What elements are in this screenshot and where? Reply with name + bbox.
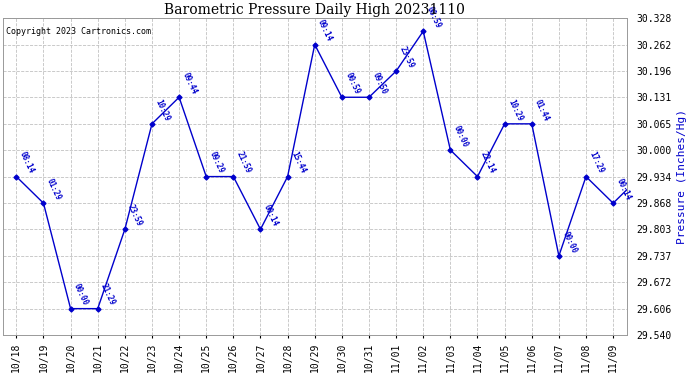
Title: Barometric Pressure Daily High 20231110: Barometric Pressure Daily High 20231110 [164, 3, 465, 17]
Text: 00:00: 00:00 [452, 124, 470, 148]
Text: 00:00: 00:00 [560, 230, 578, 255]
Text: 23:59: 23:59 [126, 203, 144, 228]
Text: 21:29: 21:29 [99, 282, 117, 307]
Text: 00:00: 00:00 [72, 282, 90, 307]
Text: 10:29: 10:29 [506, 98, 524, 123]
Text: 00:14: 00:14 [615, 177, 633, 202]
Text: 01:29: 01:29 [45, 177, 63, 202]
Text: 23:59: 23:59 [397, 45, 415, 70]
Text: 15:44: 15:44 [289, 150, 307, 175]
Text: 09:14: 09:14 [316, 18, 334, 43]
Text: 10:29: 10:29 [153, 98, 171, 123]
Text: 01:44: 01:44 [533, 98, 551, 123]
Text: 00:14: 00:14 [262, 203, 280, 228]
Text: 21:59: 21:59 [235, 150, 253, 175]
Text: 08:14: 08:14 [18, 150, 36, 175]
Text: 08:59: 08:59 [424, 5, 442, 30]
Text: 09:44: 09:44 [181, 71, 199, 96]
Text: 22:14: 22:14 [0, 374, 1, 375]
Text: Copyright 2023 Cartronics.com: Copyright 2023 Cartronics.com [6, 27, 151, 36]
Text: 09:29: 09:29 [208, 150, 226, 175]
Y-axis label: Pressure (Inches/Hg): Pressure (Inches/Hg) [677, 109, 687, 244]
Text: 17:29: 17:29 [587, 150, 605, 175]
Text: 00:59: 00:59 [343, 71, 361, 96]
Text: 09:50: 09:50 [371, 71, 388, 96]
Text: 22:14: 22:14 [479, 150, 497, 175]
